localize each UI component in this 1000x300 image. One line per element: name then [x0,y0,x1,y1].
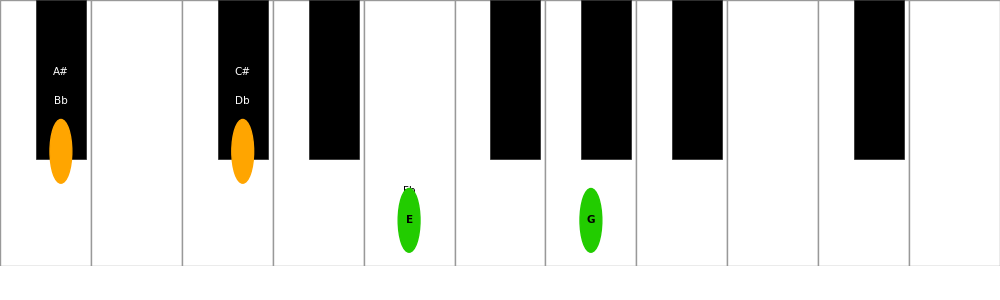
Bar [309,0,359,159]
Bar [364,0,455,266]
Text: Provided by: Provided by [15,278,84,291]
Bar [672,0,722,159]
Bar [455,0,545,266]
Circle shape [580,188,602,252]
Text: Db: Db [235,96,250,106]
Bar [854,0,904,159]
Text: C#: C# [235,67,251,77]
Text: A#: A# [53,67,69,77]
Circle shape [232,119,254,183]
Text: under CC-BY-NC-SA: under CC-BY-NC-SA [350,278,464,291]
Text: E: E [406,215,413,225]
Bar [545,0,636,266]
Bar [490,0,540,159]
Bar [0,0,91,266]
Bar [909,0,1000,266]
Bar [273,0,364,266]
Bar [818,0,909,266]
Bar [91,0,182,266]
Circle shape [398,188,420,252]
Bar [218,0,268,159]
Bar [36,0,86,159]
Bar [581,0,631,159]
Text: G: G [587,215,595,225]
Text: Bb: Bb [54,96,68,106]
Bar [636,0,727,266]
Circle shape [50,119,72,183]
Bar [182,0,273,266]
Bar [727,0,818,266]
Text: Fb: Fb [403,186,415,196]
